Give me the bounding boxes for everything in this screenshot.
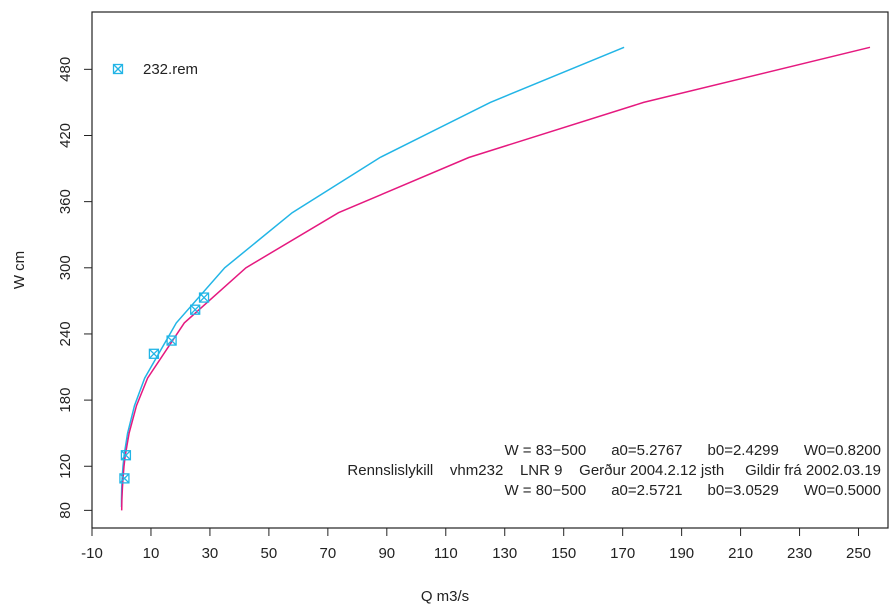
x-tick-label: 10 bbox=[143, 545, 160, 562]
y-tick-label: 180 bbox=[57, 388, 74, 413]
measurement-point bbox=[190, 304, 201, 315]
measurement-point bbox=[148, 348, 160, 359]
y-tick-label: 420 bbox=[57, 123, 74, 148]
x-tick-label: 250 bbox=[846, 545, 871, 562]
x-tick-label: 130 bbox=[492, 545, 517, 562]
measurement-point bbox=[198, 292, 210, 303]
annotation: W = 83−500 a0=5.2767 b0=2.4299 W0=0.8200 bbox=[504, 442, 881, 459]
x-tick-label: 210 bbox=[728, 545, 753, 562]
measurement-point bbox=[119, 473, 130, 484]
x-tick-label: -10 bbox=[81, 545, 103, 562]
x-axis-label: Q m3/s bbox=[421, 588, 469, 605]
x-tick-label: 150 bbox=[551, 545, 576, 562]
y-tick-label: 80 bbox=[57, 502, 74, 519]
x-tick-label: 230 bbox=[787, 545, 812, 562]
y-tick-label: 300 bbox=[57, 255, 74, 280]
annotation: Rennslislykill vhm232 LNR 9 Gerður 2004.… bbox=[347, 462, 881, 479]
legend-marker bbox=[112, 63, 124, 75]
x-tick-label: 170 bbox=[610, 545, 635, 562]
y-tick-label: 360 bbox=[57, 189, 74, 214]
x-tick-label: 30 bbox=[202, 545, 219, 562]
y-tick-label: 480 bbox=[57, 57, 74, 82]
legend-label: 232.rem bbox=[143, 61, 198, 78]
y-tick-label: 120 bbox=[57, 454, 74, 479]
y-axis-label: W cm bbox=[11, 251, 28, 289]
x-tick-label: 50 bbox=[261, 545, 278, 562]
rating-curve bbox=[120, 46, 871, 511]
annotation: W = 80−500 a0=2.5721 b0=3.0529 W0=0.5000 bbox=[504, 482, 881, 499]
y-tick-label: 240 bbox=[57, 321, 74, 346]
x-tick-label: 90 bbox=[378, 545, 395, 562]
x-tick-label: 110 bbox=[434, 545, 458, 562]
plot-frame bbox=[91, 11, 889, 529]
measurement-point bbox=[120, 450, 132, 461]
rating-curve bbox=[120, 46, 625, 508]
x-tick-label: 70 bbox=[320, 545, 337, 562]
x-tick-label: 190 bbox=[669, 545, 694, 562]
measurement-point bbox=[166, 335, 177, 346]
